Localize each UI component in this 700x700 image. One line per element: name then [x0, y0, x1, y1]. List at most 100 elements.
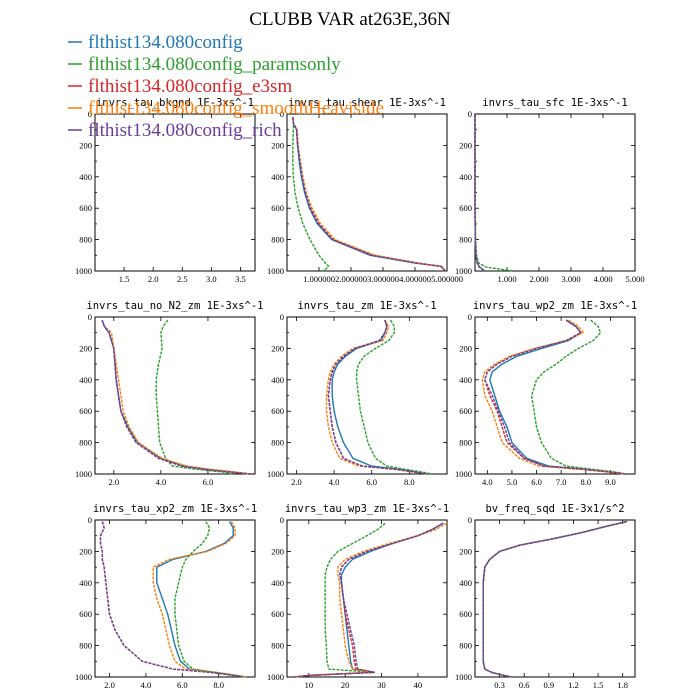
- x-tick-label: 6.0: [531, 477, 542, 487]
- x-tick-label: 1.5: [119, 274, 130, 284]
- y-tick-label: 600: [459, 406, 472, 416]
- series-line: [292, 117, 446, 272]
- panel-4: invrs_tau_no_N2_zm 1E-3xs^-10 200 400 600 80…: [75, 300, 264, 487]
- x-tick-label: 9.0: [605, 477, 616, 487]
- series-line: [530, 319, 626, 475]
- y-tick-label: 600: [271, 203, 284, 213]
- panel-grid: invrs_tau_bkgnd 1E-3xs^-1020040060080010…: [75, 97, 645, 690]
- plot-frame: [474, 316, 636, 475]
- plot-frame: [474, 113, 636, 272]
- x-tick-label: 4.000000: [399, 274, 431, 284]
- y-tick-label: 800: [271, 438, 284, 448]
- y-tick-label: 600: [271, 609, 284, 619]
- y-tick-label: 200: [271, 140, 284, 150]
- panel-title: invrs_tau_no_N2_zm 1E-3xs^-1: [86, 300, 263, 312]
- x-tick-label: 8.0: [580, 477, 591, 487]
- y-tick-label: 800: [79, 235, 92, 245]
- y-tick-label: 800: [271, 235, 284, 245]
- y-tick-label: 200: [79, 546, 92, 556]
- y-tick-label: 400: [271, 172, 284, 182]
- series-line: [482, 520, 627, 678]
- x-tick-label: 2.000: [529, 274, 548, 284]
- y-tick-label: 1000: [75, 469, 92, 479]
- x-tick-label: 2.000000: [335, 274, 367, 284]
- panel-title: invrs_tau_sfc 1E-3xs^-1: [482, 97, 627, 109]
- legend-label: flthist134.080config_e3sm: [88, 76, 292, 97]
- series-line: [99, 521, 243, 678]
- series-line: [294, 522, 444, 678]
- x-tick-label: 8.0: [213, 680, 224, 690]
- x-tick-label: 3.0: [206, 274, 217, 284]
- y-tick-label: 800: [459, 235, 472, 245]
- y-tick-label: 600: [79, 609, 92, 619]
- y-tick-label: 1000: [455, 469, 472, 479]
- legend-label: flthist134.080config_smoothHeaviside: [88, 98, 384, 119]
- panel-title: invrs_tau_shear 1E-3xs^-1: [288, 97, 446, 109]
- y-tick-label: 600: [459, 609, 472, 619]
- panel-8: invrs_tau_wp3_zm 1E-3xs^-10 200 400 600 800 1…: [267, 503, 449, 690]
- plot-frame: [286, 113, 448, 272]
- x-tick-label: 4.0: [156, 477, 167, 487]
- y-tick-label: 200: [459, 343, 472, 353]
- figure-title: CLUBB VAR at263E,36N: [249, 9, 451, 30]
- x-tick-label: 40: [414, 680, 423, 690]
- x-tick-label: 0.3: [494, 680, 505, 690]
- y-tick-label: 200: [79, 140, 92, 150]
- series-line: [101, 319, 251, 475]
- panel-9: bv_freq_sqd 1E-3x1/s^2 0 200 400 600 800 1000 0…: [455, 503, 636, 690]
- panel-title: invrs_tau_xp2_zm 1E-3xs^-1: [93, 503, 257, 515]
- x-tick-label: 4.0: [141, 680, 152, 690]
- y-tick-label: 600: [79, 203, 92, 213]
- y-tick-label: 1000: [267, 469, 284, 479]
- plot-frame: [474, 519, 636, 678]
- y-tick-label: 400: [271, 578, 284, 588]
- series-line: [482, 520, 627, 678]
- legend-label: flthist134.080config_paramsonly: [88, 54, 341, 75]
- panel-title: invrs_tau_bkgnd 1E-3xs^-1: [96, 97, 254, 109]
- panel-2: invrs_tau_shear 1E-3xs^-1 0 200 400 600 800 10…: [267, 97, 463, 284]
- y-tick-label: 1000: [267, 672, 284, 682]
- series-line: [155, 319, 232, 475]
- x-tick-label: 5.0: [507, 477, 518, 487]
- x-tick-label: 5.000000: [431, 274, 463, 284]
- series-line: [481, 319, 626, 475]
- x-tick-label: 2.5: [177, 274, 188, 284]
- x-tick-label: 6.0: [366, 477, 377, 487]
- y-tick-label: 0: [468, 109, 472, 119]
- series-line: [101, 319, 251, 475]
- y-tick-label: 800: [459, 641, 472, 651]
- y-tick-label: 600: [79, 406, 92, 416]
- y-tick-label: 400: [271, 375, 284, 385]
- y-tick-label: 200: [459, 546, 472, 556]
- series-line: [331, 319, 429, 475]
- y-tick-label: 600: [459, 203, 472, 213]
- y-tick-label: 200: [271, 343, 284, 353]
- panel-title: invrs_tau_wp2_zm 1E-3xs^-1: [473, 300, 637, 312]
- series-line: [294, 522, 386, 678]
- series-line: [482, 520, 627, 678]
- series-line: [325, 319, 429, 475]
- series-line: [292, 117, 330, 272]
- x-tick-label: 5.000: [625, 274, 644, 284]
- panel-title: bv_freq_sqd 1E-3x1/s^2: [485, 503, 624, 515]
- series-line: [292, 117, 446, 272]
- panel-6: invrs_tau_wp2_zm 1E-3xs^-10 200 400 600 800 1…: [455, 300, 637, 487]
- y-tick-label: 200: [271, 546, 284, 556]
- series-line: [294, 522, 444, 678]
- x-tick-label: 6.0: [203, 477, 214, 487]
- x-tick-label: 3.5: [235, 274, 246, 284]
- y-tick-label: 200: [459, 140, 472, 150]
- x-tick-label: 2.0: [104, 680, 115, 690]
- x-tick-label: 1.000: [497, 274, 516, 284]
- x-tick-label: 2.0: [291, 477, 302, 487]
- x-tick-label: 4.000: [593, 274, 612, 284]
- y-tick-label: 1000: [455, 266, 472, 276]
- x-tick-label: 20: [341, 680, 350, 690]
- panel-5: invrs_tau_zm 1E-3xs^-1 0 200 400 600 800 1000 2…: [267, 300, 448, 487]
- series-line: [292, 117, 446, 272]
- legend-label: flthist134.080config: [88, 32, 243, 53]
- x-tick-label: 6.0: [177, 680, 188, 690]
- y-tick-label: 0: [280, 312, 284, 322]
- y-tick-label: 0: [280, 109, 284, 119]
- y-tick-label: 1000: [267, 266, 284, 276]
